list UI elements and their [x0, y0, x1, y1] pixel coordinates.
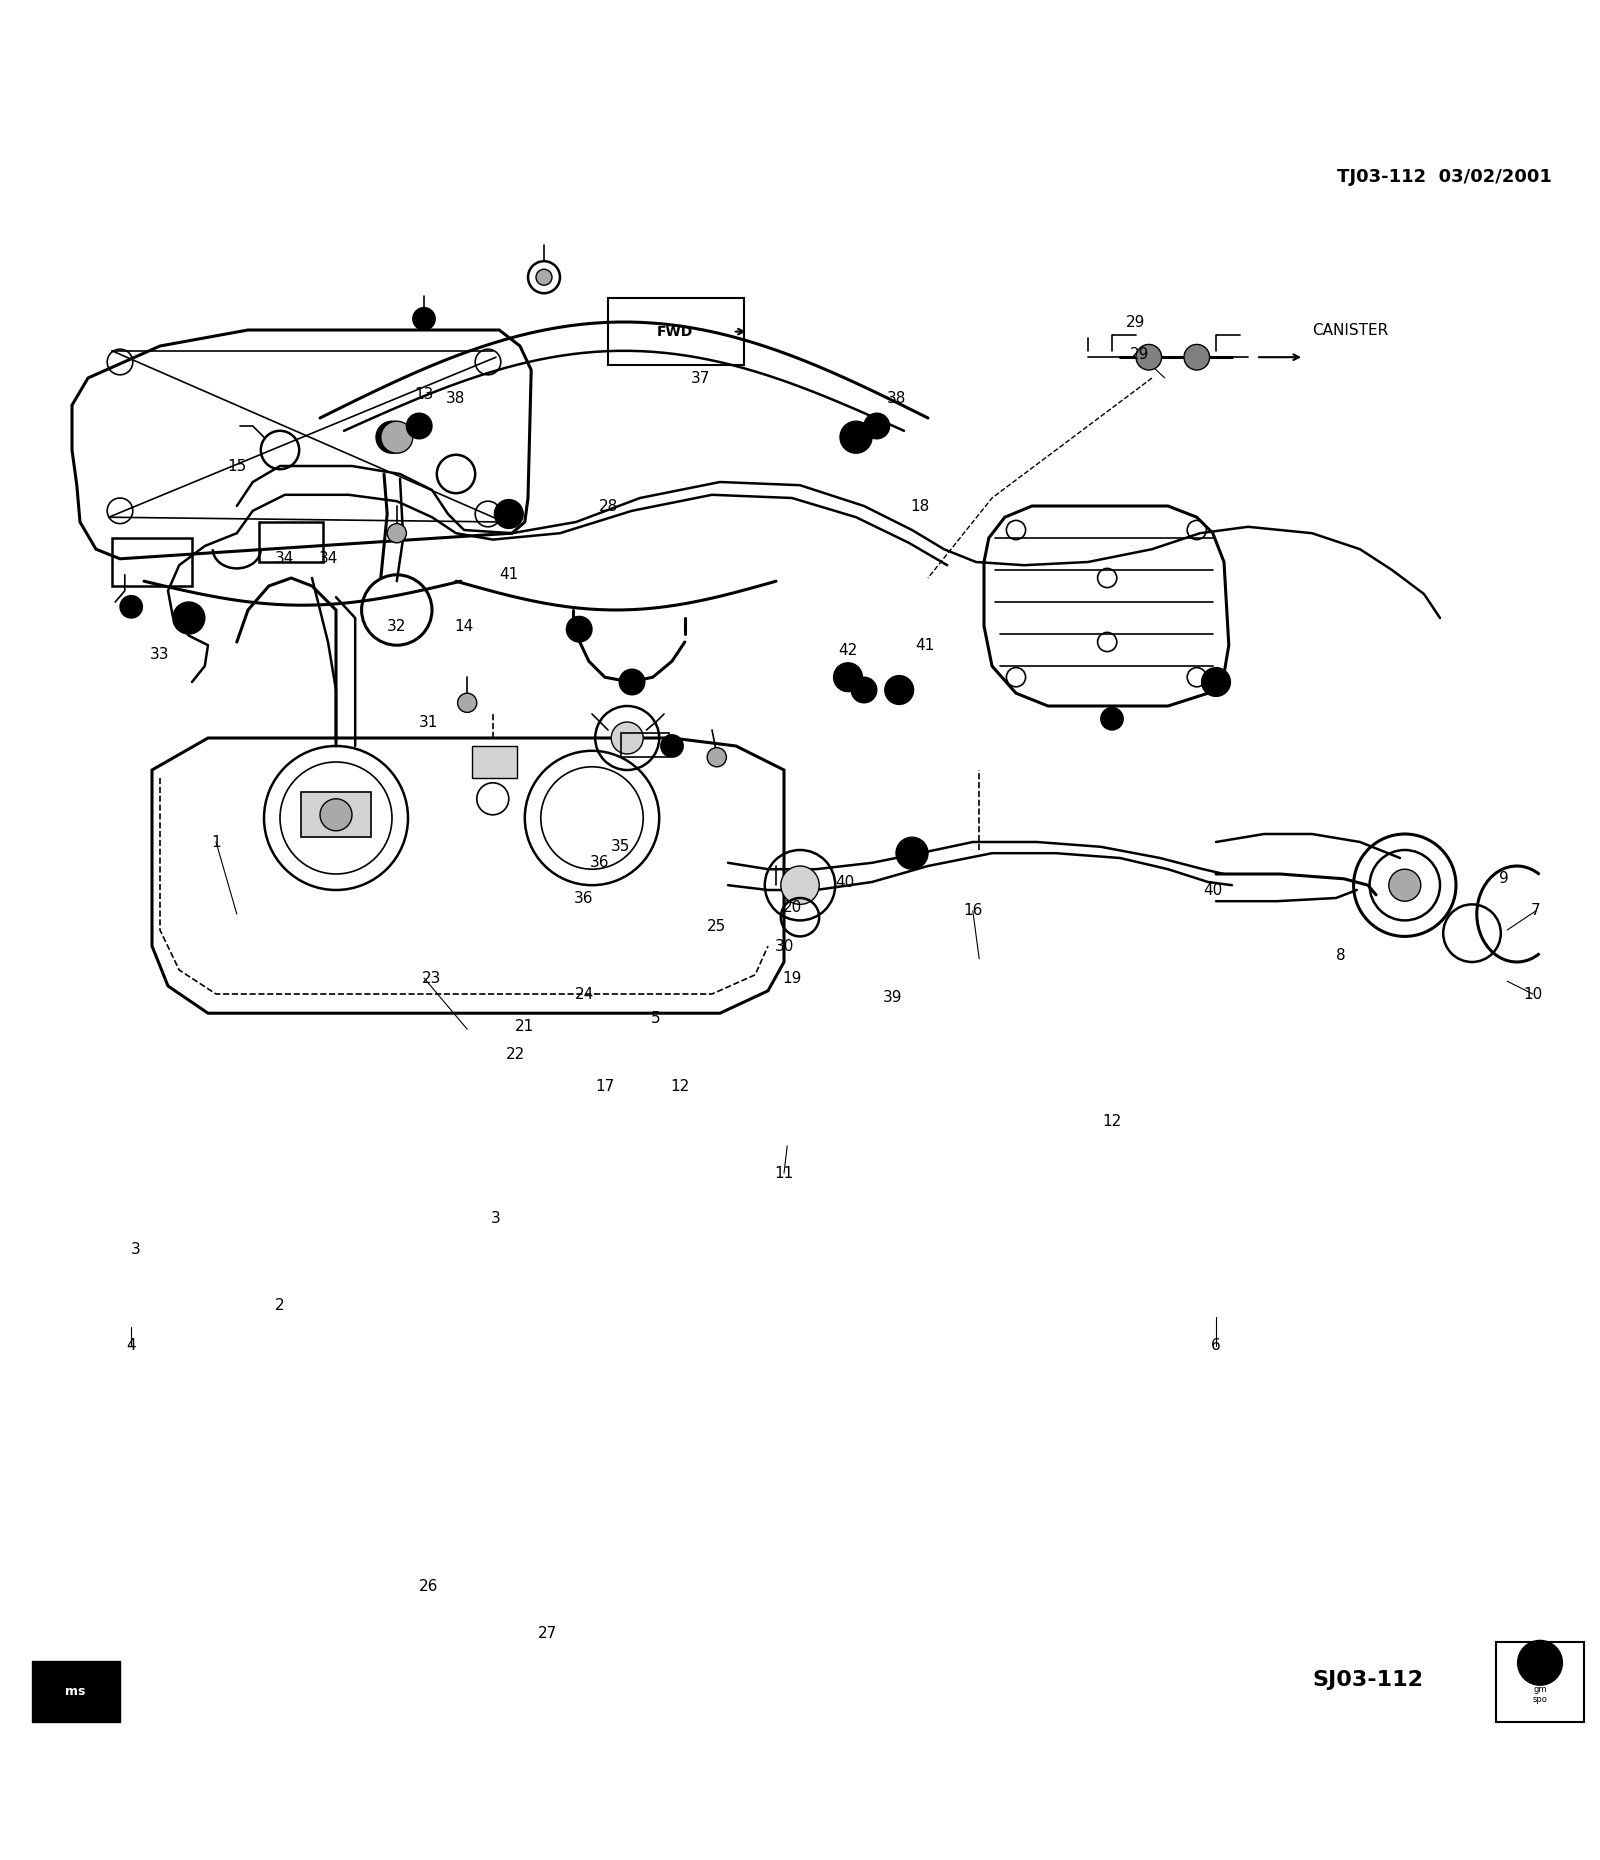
Circle shape	[494, 500, 523, 528]
Text: CANISTER: CANISTER	[1312, 322, 1389, 337]
Text: 42: 42	[838, 642, 858, 657]
Circle shape	[885, 675, 914, 705]
Text: 1: 1	[211, 835, 221, 850]
Text: 41: 41	[499, 567, 518, 582]
Circle shape	[864, 413, 890, 439]
Text: 27: 27	[538, 1626, 557, 1642]
Bar	[32, 1661, 120, 1722]
Text: 39: 39	[883, 990, 902, 1004]
Circle shape	[536, 270, 552, 285]
Text: 21: 21	[515, 1019, 534, 1034]
Text: gm
spo: gm spo	[1533, 1685, 1547, 1704]
Text: 38: 38	[886, 391, 906, 405]
Text: 17: 17	[595, 1079, 614, 1094]
Text: 38: 38	[446, 391, 466, 405]
Text: 34: 34	[275, 551, 294, 565]
Text: 16: 16	[963, 904, 982, 919]
Text: SJ03-112: SJ03-112	[1312, 1670, 1422, 1691]
Circle shape	[1184, 344, 1210, 370]
Text: 33: 33	[150, 647, 170, 662]
Text: 20: 20	[782, 900, 802, 915]
Bar	[608, 298, 744, 365]
Text: FWD: FWD	[658, 326, 693, 339]
Text: 19: 19	[782, 971, 802, 986]
Bar	[259, 523, 323, 562]
Bar	[301, 792, 371, 837]
Text: 2000-11: 2000-11	[32, 1676, 90, 1691]
Text: 22: 22	[506, 1047, 525, 1062]
Text: 40: 40	[1203, 882, 1222, 898]
Circle shape	[896, 837, 928, 869]
Text: 13: 13	[414, 387, 434, 402]
Circle shape	[840, 420, 872, 454]
Text: 10: 10	[1523, 986, 1542, 1001]
Text: 14: 14	[454, 619, 474, 634]
Text: 11: 11	[774, 1166, 794, 1181]
Circle shape	[661, 735, 683, 757]
Text: 41: 41	[915, 638, 934, 653]
Circle shape	[781, 867, 819, 904]
Text: 30: 30	[774, 939, 794, 954]
Circle shape	[458, 694, 477, 712]
Text: 32: 32	[387, 619, 406, 634]
Text: 26: 26	[419, 1579, 438, 1594]
Circle shape	[413, 307, 435, 329]
Text: 35: 35	[611, 839, 630, 854]
Text: 18: 18	[910, 498, 930, 513]
Circle shape	[173, 603, 205, 634]
Text: 23: 23	[422, 971, 442, 986]
Text: 37: 37	[691, 370, 710, 385]
Text: 40: 40	[835, 874, 854, 889]
Text: 7: 7	[1531, 904, 1541, 919]
Text: 8: 8	[1336, 949, 1346, 963]
Circle shape	[1389, 869, 1421, 902]
Bar	[112, 538, 192, 586]
Circle shape	[120, 595, 142, 618]
Circle shape	[707, 748, 726, 766]
Text: 34: 34	[318, 551, 338, 565]
Bar	[621, 733, 669, 757]
Circle shape	[320, 798, 352, 831]
Text: 29: 29	[1126, 314, 1146, 329]
Text: 3: 3	[491, 1211, 501, 1226]
Text: 36: 36	[574, 891, 594, 906]
Text: 28: 28	[598, 498, 618, 513]
Text: 9: 9	[1499, 870, 1509, 887]
Circle shape	[406, 413, 432, 439]
Bar	[472, 746, 517, 777]
Circle shape	[1202, 668, 1230, 696]
Text: 29: 29	[1130, 346, 1149, 361]
Text: 4: 4	[126, 1339, 136, 1354]
Text: 24: 24	[574, 986, 594, 1001]
Text: TJ03-112  03/02/2001: TJ03-112 03/02/2001	[1338, 169, 1552, 186]
Circle shape	[376, 420, 408, 454]
Text: 2: 2	[275, 1298, 285, 1313]
Circle shape	[834, 662, 862, 692]
Text: 12: 12	[670, 1079, 690, 1094]
Circle shape	[1136, 344, 1162, 370]
Text: 36: 36	[590, 856, 610, 870]
Circle shape	[1517, 1641, 1562, 1685]
Circle shape	[566, 616, 592, 642]
Text: 12: 12	[1102, 1114, 1122, 1129]
Bar	[1496, 1642, 1584, 1722]
Circle shape	[381, 420, 413, 454]
Text: 25: 25	[707, 919, 726, 934]
Text: 31: 31	[419, 714, 438, 729]
Circle shape	[611, 722, 643, 753]
Text: 3: 3	[131, 1242, 141, 1257]
Text: ms: ms	[66, 1685, 85, 1698]
Circle shape	[1101, 707, 1123, 729]
Circle shape	[387, 525, 406, 543]
Text: 15: 15	[227, 459, 246, 474]
Circle shape	[851, 677, 877, 703]
Circle shape	[619, 670, 645, 696]
Text: 6: 6	[1211, 1339, 1221, 1354]
Text: 5: 5	[651, 1010, 661, 1025]
